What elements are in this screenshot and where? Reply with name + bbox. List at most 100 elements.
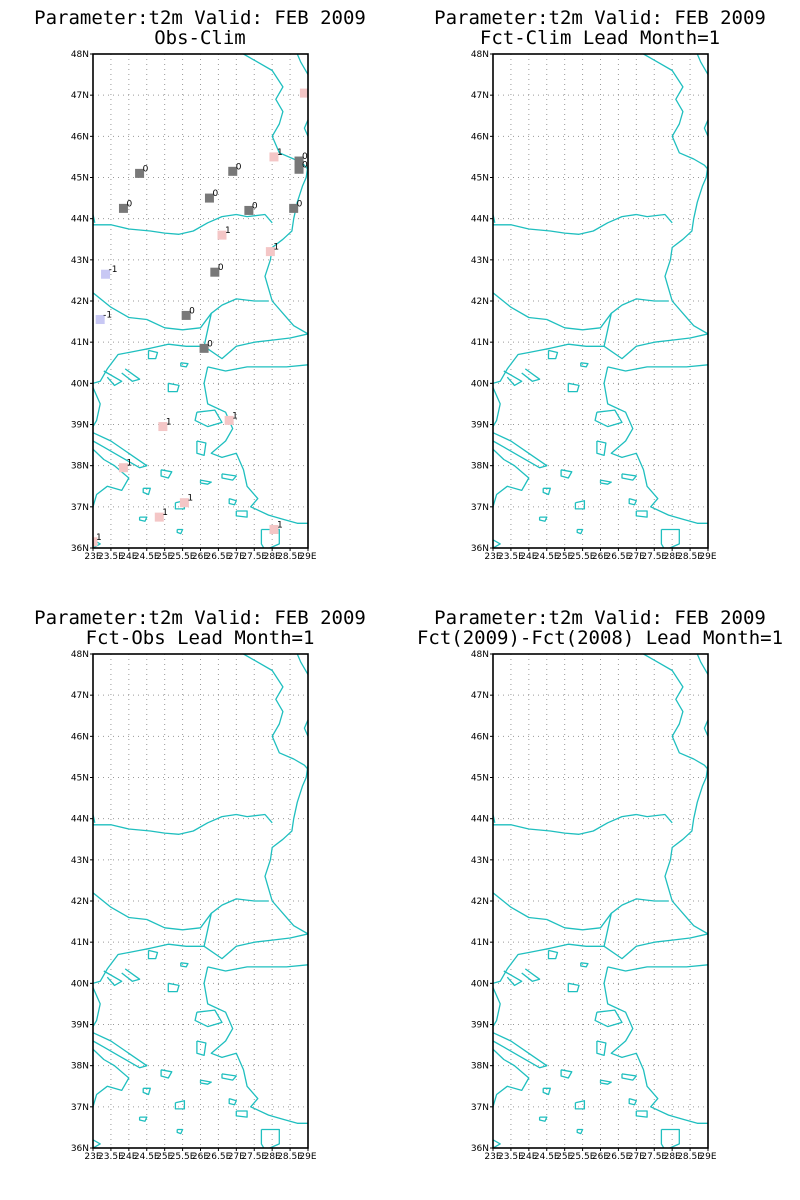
station-marker bbox=[158, 422, 168, 432]
y-tick-label: 39N bbox=[71, 421, 89, 431]
station-marker bbox=[181, 310, 191, 320]
panel-subtitle: Fct(2009)-Fct(2008) Lead Month=1 bbox=[417, 627, 783, 649]
coastline bbox=[538, 1116, 548, 1122]
y-tick-label: 40N bbox=[71, 379, 89, 389]
station-marker bbox=[93, 537, 98, 547]
station-value-label: 1 bbox=[225, 226, 231, 236]
x-tick-label: 23E bbox=[484, 552, 501, 562]
y-tick-label: 43N bbox=[471, 256, 489, 266]
coastline bbox=[296, 54, 308, 75]
x-tick-label: 25.5E bbox=[170, 1152, 196, 1162]
x-tick-label: 23E bbox=[84, 552, 101, 562]
x-tick-label: 26.5E bbox=[206, 552, 232, 562]
x-tick-label: 26E bbox=[192, 552, 209, 562]
station-value-label: 1 bbox=[232, 411, 238, 421]
station-marker bbox=[101, 269, 111, 279]
station-value-label: 0 bbox=[143, 164, 149, 174]
panel-subtitle: Fct-Obs Lead Month=1 bbox=[86, 627, 315, 649]
coastline bbox=[576, 528, 584, 535]
y-tick-label: 41N bbox=[71, 938, 89, 948]
coastline bbox=[203, 333, 308, 360]
coastline bbox=[194, 409, 223, 428]
y-tick-label: 37N bbox=[471, 1103, 489, 1113]
station-marker bbox=[118, 463, 128, 473]
x-tick-label: 24.5E bbox=[534, 1152, 560, 1162]
y-tick-label: 42N bbox=[471, 897, 489, 907]
coastline bbox=[93, 1048, 130, 1107]
coastline bbox=[196, 440, 207, 457]
x-tick-label: 23.5E bbox=[98, 1152, 124, 1162]
coastline bbox=[203, 366, 308, 524]
y-tick-label: 48N bbox=[71, 50, 89, 60]
station-marker bbox=[179, 498, 189, 508]
coastline bbox=[696, 54, 708, 75]
coastline bbox=[142, 1087, 151, 1096]
x-tick-label: 28.5E bbox=[277, 552, 303, 562]
x-tick-label: 27.5E bbox=[241, 552, 267, 562]
coastline bbox=[180, 962, 189, 968]
coastline bbox=[142, 487, 151, 496]
coastline bbox=[93, 432, 148, 469]
coastline bbox=[493, 1032, 548, 1069]
station-value-label: 0 bbox=[207, 339, 213, 349]
x-tick-label: 29E bbox=[699, 1152, 716, 1162]
coastline bbox=[493, 448, 530, 507]
coastline bbox=[93, 448, 130, 507]
y-tick-label: 40N bbox=[471, 979, 489, 989]
x-tick-label: 26.5E bbox=[606, 552, 632, 562]
coastline bbox=[493, 539, 501, 548]
y-tick-label: 48N bbox=[471, 650, 489, 660]
coastline bbox=[594, 409, 623, 428]
y-tick-label: 46N bbox=[71, 132, 89, 142]
y-tick-label: 44N bbox=[471, 815, 489, 825]
station-marker bbox=[289, 203, 299, 213]
map-frame bbox=[92, 653, 309, 1149]
coastline bbox=[147, 349, 159, 360]
coastline bbox=[547, 349, 559, 360]
coastline bbox=[521, 968, 541, 982]
coastline bbox=[560, 469, 573, 479]
x-tick-label: 26E bbox=[192, 1152, 209, 1162]
x-tick-label: 26E bbox=[592, 552, 609, 562]
y-tick-label: 39N bbox=[71, 1021, 89, 1031]
x-tick-label: 28E bbox=[664, 552, 681, 562]
coastline bbox=[160, 1069, 173, 1079]
coastline bbox=[596, 1040, 607, 1057]
x-tick-label: 25E bbox=[156, 1152, 173, 1162]
station-value-label: 0 bbox=[236, 162, 242, 172]
y-tick-label: 37N bbox=[471, 503, 489, 513]
coastline bbox=[199, 479, 212, 485]
coastline bbox=[221, 473, 237, 481]
coastline bbox=[243, 54, 308, 170]
coastline bbox=[121, 368, 141, 382]
coastline bbox=[607, 364, 708, 372]
station-value-label: 1 bbox=[277, 520, 283, 530]
coastline bbox=[696, 654, 708, 675]
station-marker bbox=[224, 415, 234, 425]
y-tick-label: 37N bbox=[71, 503, 89, 513]
coastline bbox=[167, 982, 180, 993]
y-tick-label: 46N bbox=[471, 732, 489, 742]
y-tick-label: 43N bbox=[71, 856, 89, 866]
x-tick-label: 27E bbox=[628, 552, 645, 562]
station-value-label: 1 bbox=[166, 418, 172, 428]
y-tick-label: 36N bbox=[71, 1144, 89, 1154]
coastline bbox=[93, 892, 269, 931]
y-tick-label: 39N bbox=[471, 421, 489, 431]
coastline bbox=[493, 813, 673, 835]
map-frame bbox=[492, 53, 709, 549]
coastline bbox=[576, 1128, 584, 1135]
coastline bbox=[303, 719, 308, 737]
coastline bbox=[664, 165, 708, 335]
panel-subtitle: Obs-Clim bbox=[154, 27, 246, 49]
coastline bbox=[493, 1139, 501, 1148]
y-tick-label: 44N bbox=[471, 215, 489, 225]
x-tick-label: 24E bbox=[120, 552, 137, 562]
x-tick-label: 27E bbox=[628, 1152, 645, 1162]
coastline bbox=[160, 469, 173, 479]
station-marker bbox=[95, 315, 105, 325]
panel-title: Parameter:t2m Valid: FEB 2009 bbox=[34, 7, 366, 29]
y-tick-label: 36N bbox=[471, 1144, 489, 1154]
